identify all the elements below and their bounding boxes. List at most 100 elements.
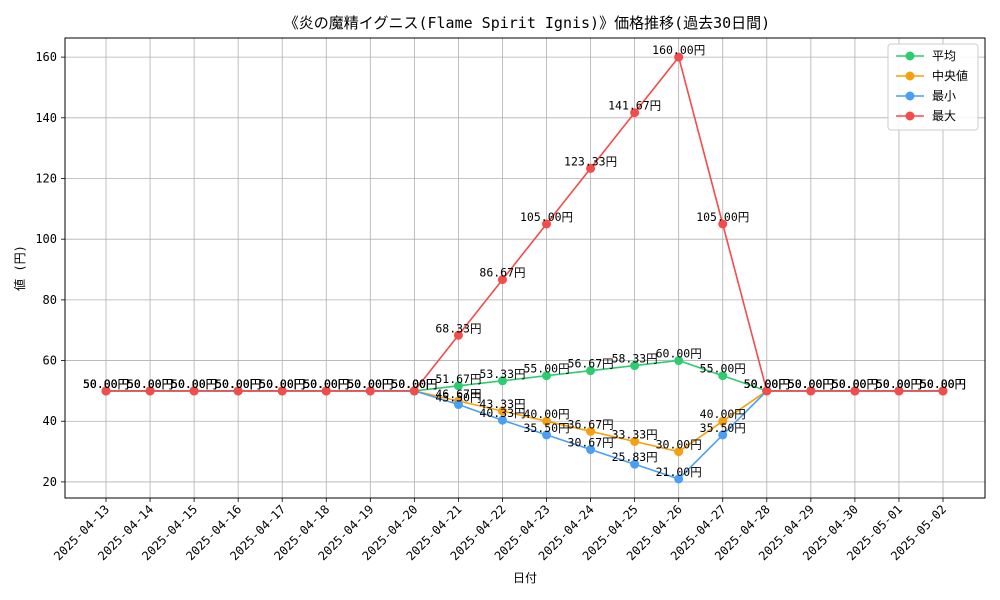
legend-label: 最小 — [932, 89, 956, 103]
series-lines — [101, 52, 948, 484]
grid — [65, 38, 985, 498]
data-point — [718, 371, 728, 381]
legend-marker — [905, 71, 915, 81]
data-label: 50.00円 — [920, 377, 966, 391]
data-point — [233, 386, 243, 396]
data-label: 50.00円 — [347, 377, 393, 391]
data-label: 50.00円 — [744, 377, 790, 391]
data-label: 50.00円 — [391, 377, 437, 391]
data-label: 50.00円 — [744, 377, 790, 391]
data-label: 56.67円 — [568, 357, 614, 371]
data-label: 50.00円 — [347, 377, 393, 391]
axis-ticks: 2025-04-132025-04-142025-04-152025-04-16… — [35, 50, 949, 563]
data-label: 43.33円 — [479, 397, 525, 411]
data-label: 50.00円 — [127, 377, 173, 391]
y-tick-label: 80 — [43, 293, 57, 307]
data-label: 50.00円 — [303, 377, 349, 391]
data-label: 53.33円 — [479, 367, 525, 381]
data-point — [497, 406, 507, 416]
data-label: 50.00円 — [788, 377, 834, 391]
data-label: 33.33円 — [612, 427, 658, 441]
data-label: 50.00円 — [876, 377, 922, 391]
data-point — [762, 386, 772, 396]
data-point — [938, 386, 948, 396]
data-label: 141.67円 — [608, 99, 661, 113]
data-point — [453, 381, 463, 391]
data-labels: 50.00円50.00円50.00円50.00円50.00円50.00円50.0… — [83, 43, 966, 479]
data-label: 30.00円 — [656, 438, 702, 452]
data-point — [497, 415, 507, 425]
legend-marker — [905, 51, 915, 61]
data-label: 21.00円 — [656, 465, 702, 479]
data-label: 40.00円 — [523, 407, 569, 421]
data-point — [630, 459, 640, 469]
data-point — [145, 386, 155, 396]
data-point — [453, 330, 463, 340]
data-point — [586, 163, 596, 173]
chart-title: 《炎の魔精イグニス(Flame Spirit Ignis)》価格推移(過去30日… — [284, 14, 770, 32]
data-label: 50.00円 — [876, 377, 922, 391]
y-tick-label: 100 — [35, 232, 57, 246]
data-point — [409, 386, 419, 396]
data-point — [365, 386, 375, 396]
data-label: 50.00円 — [83, 377, 129, 391]
legend-box — [887, 43, 979, 131]
data-point — [586, 366, 596, 376]
data-label: 105.00円 — [520, 210, 573, 224]
data-label: 50.00円 — [391, 377, 437, 391]
data-point — [630, 108, 640, 118]
data-label: 45.50円 — [435, 391, 481, 405]
data-label: 50.00円 — [171, 377, 217, 391]
data-point — [542, 219, 552, 229]
y-tick-label: 40 — [43, 414, 57, 428]
data-point — [894, 386, 904, 396]
data-label: 50.00円 — [83, 377, 129, 391]
data-point — [674, 356, 684, 366]
data-label: 50.00円 — [303, 377, 349, 391]
y-tick-label: 120 — [35, 171, 57, 185]
data-point — [542, 430, 552, 440]
data-label: 50.00円 — [920, 377, 966, 391]
series-line-3 — [106, 55, 943, 392]
data-point — [542, 416, 552, 426]
data-label: 50.00円 — [83, 377, 129, 391]
data-label: 160.00円 — [652, 43, 705, 57]
x-axis-label: 日付 — [513, 571, 537, 585]
data-point — [497, 275, 507, 285]
data-label: 50.00円 — [171, 377, 217, 391]
data-label: 50.00円 — [215, 377, 261, 391]
data-label: 50.00円 — [876, 377, 922, 391]
data-label: 36.67円 — [568, 417, 614, 431]
data-point — [586, 445, 596, 455]
data-point — [718, 219, 728, 229]
data-label: 50.00円 — [788, 377, 834, 391]
data-point — [189, 386, 199, 396]
data-label: 50.00円 — [259, 377, 305, 391]
data-label: 50.00円 — [171, 377, 217, 391]
y-tick-label: 60 — [43, 354, 57, 368]
data-label: 50.00円 — [127, 377, 173, 391]
data-label: 58.33円 — [612, 352, 658, 366]
data-label: 50.00円 — [347, 377, 393, 391]
data-point — [718, 430, 728, 440]
legend-label: 平均 — [932, 49, 956, 63]
data-label: 50.00円 — [303, 377, 349, 391]
data-label: 50.00円 — [391, 377, 437, 391]
data-label: 25.83円 — [612, 450, 658, 464]
data-label: 50.00円 — [744, 377, 790, 391]
data-label: 50.00円 — [215, 377, 261, 391]
data-label: 50.00円 — [259, 377, 305, 391]
data-label: 60.00円 — [656, 347, 702, 361]
data-label: 50.00円 — [127, 377, 173, 391]
data-label: 50.00円 — [83, 377, 129, 391]
data-point — [674, 474, 684, 484]
data-label: 50.00円 — [347, 377, 393, 391]
legend-label: 中央値 — [932, 68, 968, 83]
data-label: 50.00円 — [920, 377, 966, 391]
data-label: 68.33円 — [435, 321, 481, 335]
data-label: 50.00円 — [832, 377, 878, 391]
data-label: 105.00円 — [696, 210, 749, 224]
data-label: 50.00円 — [215, 377, 261, 391]
data-label: 35.50円 — [700, 421, 746, 435]
